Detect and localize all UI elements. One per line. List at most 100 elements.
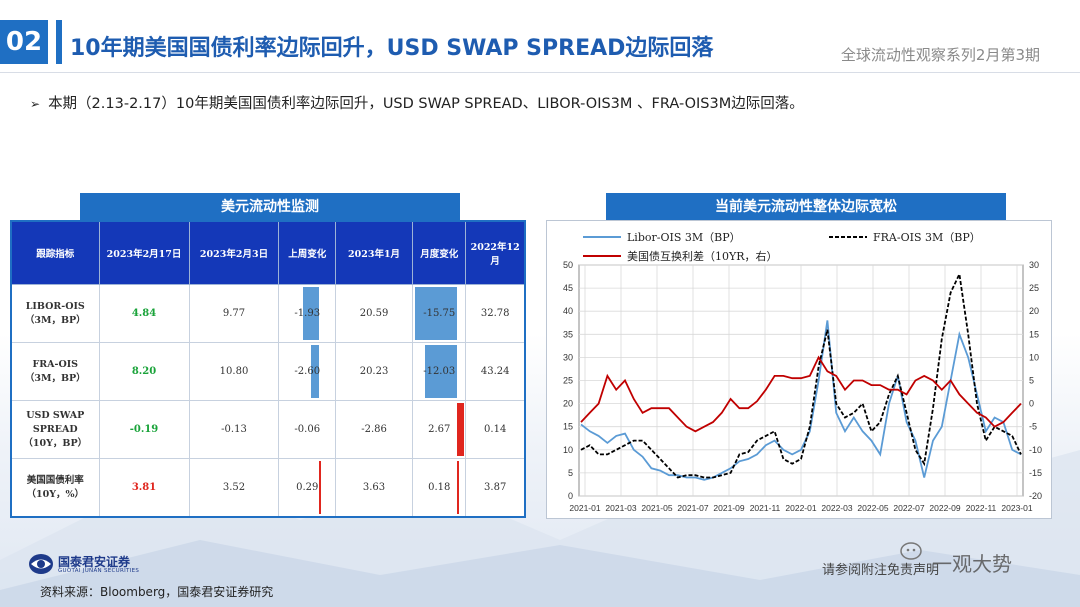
col-header: 上周变化: [278, 220, 336, 285]
weekly-change-bar: [319, 461, 322, 514]
x-tick-label: 2022-11: [966, 503, 997, 513]
col-header: 跟踪指标: [10, 220, 100, 285]
col-header: 2023年1月: [334, 220, 414, 285]
row-label-line: 美国国债利率: [26, 474, 84, 486]
legend-label: 美国债互换利差（10YR，右）: [627, 249, 778, 263]
x-tick-label: 2023-01: [1001, 503, 1032, 513]
prev-value: 9.77: [188, 284, 280, 343]
y-right-tick-label: -5: [1029, 422, 1037, 432]
y-right-tick-label: 5: [1029, 376, 1034, 386]
table-row: FRA-OIS （3M，BP） 8.20 10.80 -2.60 20.23 -1…: [10, 342, 526, 401]
monthly-change-bar: [457, 461, 460, 514]
monthly-change: 2.67: [412, 400, 467, 459]
monthly-change: -15.75: [412, 284, 467, 343]
table-row: LIBOR-OIS （3M，BP） 4.84 9.77 -1.93 20.59 -…: [10, 284, 526, 343]
row-label-line: （3M，BP）: [24, 372, 86, 384]
header-divider: [0, 72, 1080, 73]
table-header-row: 跟踪指标 2023年2月17日 2023年2月3日 上周变化 2023年1月 月…: [10, 220, 526, 285]
monthly-change: -12.03: [412, 342, 467, 401]
row-label-line: FRA-OIS: [32, 358, 79, 370]
y-right-tick-label: 20: [1029, 306, 1039, 316]
row-label-line: （3M，BP）: [24, 314, 86, 326]
monthly-change-bar: [457, 403, 465, 456]
bullet-arrow-icon: ➢: [30, 97, 41, 111]
row-label-line: （10Y，BP）: [23, 437, 88, 449]
y-left-tick-label: 30: [563, 352, 573, 362]
data-source-note: 资料来源：Bloomberg，国泰君安证券研究: [40, 585, 274, 599]
weekly-change: -1.93: [278, 284, 336, 343]
row-label: FRA-OIS （3M，BP）: [10, 342, 100, 401]
guotai-junan-logo-icon: [29, 554, 53, 574]
monthly-change-value: 2.67: [428, 424, 451, 435]
y-right-tick-label: 15: [1029, 329, 1039, 339]
col-header: 月度变化: [412, 220, 467, 285]
section-number: 02: [0, 20, 48, 64]
weekly-change-bar: [303, 287, 320, 340]
disclaimer-note: 请参阅附注免责声明: [822, 563, 940, 578]
y-left-tick-label: 35: [563, 329, 573, 339]
jan-value: 20.59: [334, 284, 414, 343]
report-series-label: 全球流动性观察系列2月第3期: [840, 46, 1040, 64]
liquidity-monitor-table: 跟踪指标 2023年2月17日 2023年2月3日 上周变化 2023年1月 月…: [10, 220, 526, 518]
series-line-2: [580, 271, 1022, 479]
y-left-tick-label: 50: [563, 260, 573, 270]
weekly-change-bar: [311, 345, 320, 398]
watermark-text: 一观大势: [932, 552, 1012, 576]
summary-bullet: ➢ 本期（2.13-2.17）10年期美国国债利率边际回升，USD SWAP SP…: [30, 92, 804, 113]
dec-value: 43.24: [465, 342, 526, 401]
y-left-tick-label: 15: [563, 422, 573, 432]
weekly-change: -0.06: [278, 400, 336, 459]
row-label: 美国国债利率 （10Y，%）: [10, 458, 100, 518]
y-left-tick-label: 40: [563, 306, 573, 316]
jan-value: 20.23: [334, 342, 414, 401]
x-tick-label: 2022-05: [857, 503, 888, 513]
current-value: 3.81: [98, 458, 190, 518]
row-label-line: （10Y，%）: [26, 488, 85, 500]
page-title: 10年期美国国债利率边际回升，USD SWAP SPREAD边际回落: [70, 36, 714, 61]
x-tick-label: 2021-09: [713, 503, 744, 513]
row-label-line: USD SWAP: [26, 409, 85, 421]
monthly-change-value: -15.75: [423, 308, 456, 319]
y-right-tick-label: -20: [1029, 491, 1042, 501]
y-left-tick-label: 10: [563, 445, 573, 455]
col-header: 2022年12月: [465, 220, 526, 285]
row-label-line: LIBOR-OIS: [25, 300, 85, 312]
liquidity-line-chart: 05101520253035404550-20-15-10-5051015202…: [563, 231, 1042, 513]
legend-label: FRA-OIS 3M（BP）: [873, 231, 981, 244]
prev-value: 3.52: [188, 458, 280, 518]
monthly-change: 0.18: [412, 458, 467, 518]
series-line-1: [580, 320, 1022, 481]
weekly-change: 0.29: [278, 458, 336, 518]
x-tick-label: 2022-03: [821, 503, 852, 513]
table-panel-title: 美元流动性监测: [80, 193, 460, 221]
jan-value: -2.86: [334, 400, 414, 459]
y-right-tick-label: -10: [1029, 445, 1042, 455]
current-value: -0.19: [98, 400, 190, 459]
dec-value: 3.87: [465, 458, 526, 518]
jan-value: 3.63: [334, 458, 414, 518]
x-tick-label: 2022-09: [929, 503, 960, 513]
current-value: 8.20: [98, 342, 190, 401]
x-tick-label: 2021-11: [750, 503, 781, 513]
x-tick-label: 2021-03: [605, 503, 636, 513]
y-right-tick-label: 10: [1029, 352, 1039, 362]
y-left-tick-label: 0: [568, 491, 573, 501]
monthly-change-value: -12.03: [423, 366, 456, 377]
table-row: 美国国债利率 （10Y，%） 3.81 3.52 0.29 3.63 0.18 3…: [10, 458, 526, 518]
series-line-3: [580, 355, 1022, 433]
liquidity-chart-container: 0 5 10 15 20 25 30 35 40 45 50 -20 -15 -10 -5 0 5 10 15 20 2…: [546, 220, 1052, 519]
weekly-change-value: -2.60: [294, 366, 321, 377]
y-left-tick-label: 45: [563, 283, 573, 293]
y-left-tick-label: 25: [563, 376, 573, 386]
title-accent-bar: [56, 20, 62, 64]
x-tick-label: 2022-07: [893, 503, 924, 513]
x-tick-label: 2021-01: [569, 503, 600, 513]
row-label: USD SWAP SPREAD （10Y，BP）: [10, 400, 100, 459]
y-right-tick-label: 0: [1029, 399, 1034, 409]
y-right-tick-label: 30: [1029, 260, 1039, 270]
chart-panel-title: 当前美元流动性整体边际宽松: [606, 193, 1006, 221]
prev-value: -0.13: [188, 400, 280, 459]
weekly-change-value: -1.93: [294, 308, 321, 319]
monthly-change-value: 0.18: [428, 482, 451, 493]
